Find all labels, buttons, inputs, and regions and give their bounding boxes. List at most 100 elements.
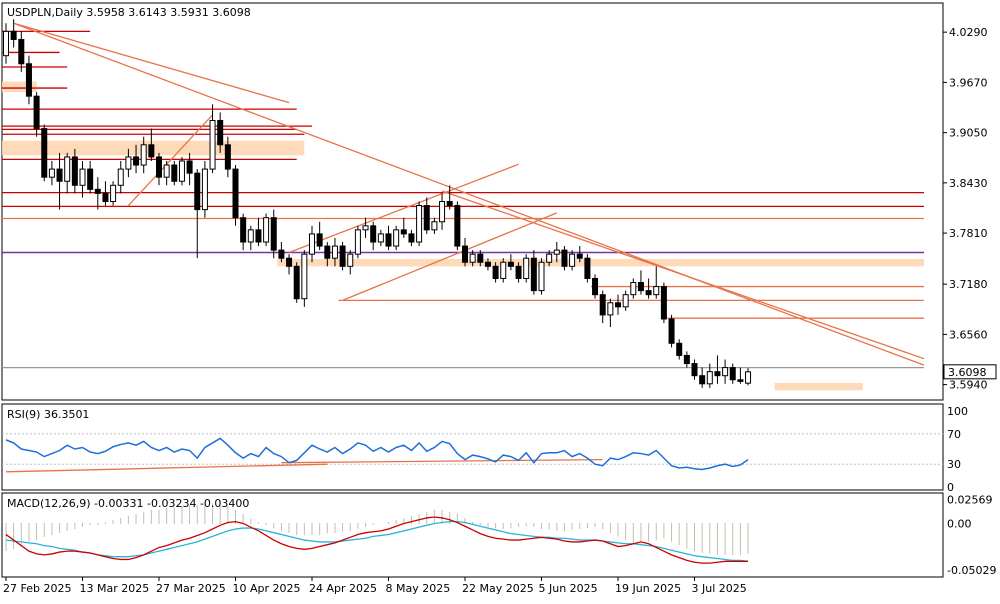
date-tick-label: 24 Apr 2025 <box>309 582 377 595</box>
candle-body <box>484 261 491 267</box>
date-tick-label: 13 Mar 2025 <box>80 582 150 595</box>
candle-body <box>178 160 185 182</box>
support-zone <box>2 81 37 93</box>
candle-body <box>676 342 683 356</box>
candle-body <box>56 168 63 182</box>
candle-body <box>316 233 323 247</box>
candle-body <box>515 265 522 279</box>
trend-line <box>441 190 925 360</box>
candle-body <box>301 253 308 300</box>
macd-tick-label: -0.05029 <box>947 564 996 577</box>
candle-body <box>278 249 285 259</box>
candle-body <box>431 221 438 231</box>
candle-body <box>615 302 621 308</box>
rsi-line <box>5 437 749 471</box>
candle-body <box>645 290 652 296</box>
candle-body <box>209 119 216 170</box>
price-tick-label: 3.9670 <box>949 76 988 89</box>
candle-body <box>102 192 109 203</box>
candle-body <box>64 156 71 182</box>
candle-body <box>446 201 453 207</box>
trend-line <box>342 212 558 301</box>
candle-body <box>553 249 560 255</box>
candle-body <box>546 253 553 263</box>
candle-body <box>400 229 407 235</box>
candle-body <box>263 217 270 243</box>
trend-line <box>13 22 925 366</box>
candle-body <box>94 188 101 194</box>
candle-body <box>584 257 591 279</box>
rsi-tick-label: 30 <box>947 458 961 471</box>
support-zone <box>774 382 863 391</box>
date-tick-label: 27 Mar 2025 <box>156 582 226 595</box>
candle-body <box>439 201 446 223</box>
candle-body <box>25 63 32 97</box>
candle-body <box>163 164 170 178</box>
candle-body <box>377 233 384 243</box>
candle-body <box>714 371 721 377</box>
candle-body <box>133 156 140 166</box>
candle-body <box>477 253 484 263</box>
candle-body <box>569 253 576 267</box>
trend-line <box>127 114 214 206</box>
candle-body <box>140 144 147 166</box>
date-tick-label: 3 Jul 2025 <box>692 582 747 595</box>
candle-body <box>538 261 545 292</box>
price-tick-label: 3.7180 <box>949 278 988 291</box>
candle-body <box>507 261 514 267</box>
candle-body <box>194 172 201 211</box>
candle-body <box>630 282 637 296</box>
date-tick-label: 8 May 2025 <box>386 582 451 595</box>
candle-body <box>576 253 583 259</box>
candle-body <box>653 286 660 296</box>
price-tick-label: 3.9050 <box>949 127 988 140</box>
candle-body <box>408 233 415 243</box>
candle-body <box>454 205 461 247</box>
candle-body <box>745 371 752 384</box>
candle-body <box>469 253 476 263</box>
chart-title: USDPLN,Daily 3.5958 3.6143 3.5931 3.6098 <box>7 6 251 19</box>
date-tick-label: 27 Feb 2025 <box>3 582 71 595</box>
price-tick-label: 3.8430 <box>949 177 988 190</box>
date-tick-label: 10 Apr 2025 <box>233 582 301 595</box>
trend-line <box>13 22 290 104</box>
price-tick-label: 3.5940 <box>949 379 988 392</box>
candle-body <box>462 245 468 263</box>
candle-body <box>232 168 239 219</box>
candle-body <box>309 233 315 255</box>
candle-body <box>530 257 537 292</box>
last-price-box <box>943 364 997 380</box>
macd-tick-label: 0.00 <box>947 517 972 530</box>
candle-body <box>79 168 86 186</box>
candle-body <box>370 225 377 243</box>
trend-line <box>288 163 519 254</box>
rsi-tick-label: 0 <box>947 481 954 494</box>
candle-body <box>729 367 736 381</box>
candle-body <box>599 294 606 316</box>
candle-body <box>561 249 568 267</box>
candle-body <box>699 375 706 385</box>
candle-body <box>324 245 331 259</box>
macd-tick-label: 0.02569 <box>947 494 993 507</box>
candle-body <box>691 363 698 377</box>
candle-body <box>500 261 507 279</box>
candle-body <box>148 144 155 158</box>
date-tick-label: 19 Jun 2025 <box>615 582 681 595</box>
rsi-plot-area <box>2 433 943 473</box>
candle-body <box>637 282 644 292</box>
candle-body <box>10 30 17 40</box>
rsi-trend-line <box>5 463 328 473</box>
candle-body <box>354 229 361 255</box>
candle-body <box>393 229 400 247</box>
candle-body <box>523 257 530 279</box>
candle-body <box>331 245 338 259</box>
candle-body <box>622 294 629 308</box>
candle-body <box>117 168 124 186</box>
candle-body <box>247 229 254 243</box>
price-tick-label: 3.6560 <box>949 328 988 341</box>
price-tick-label: 3.7810 <box>949 227 988 240</box>
candle-body <box>110 184 117 202</box>
candle-body <box>201 168 208 211</box>
candle-body <box>286 257 293 267</box>
